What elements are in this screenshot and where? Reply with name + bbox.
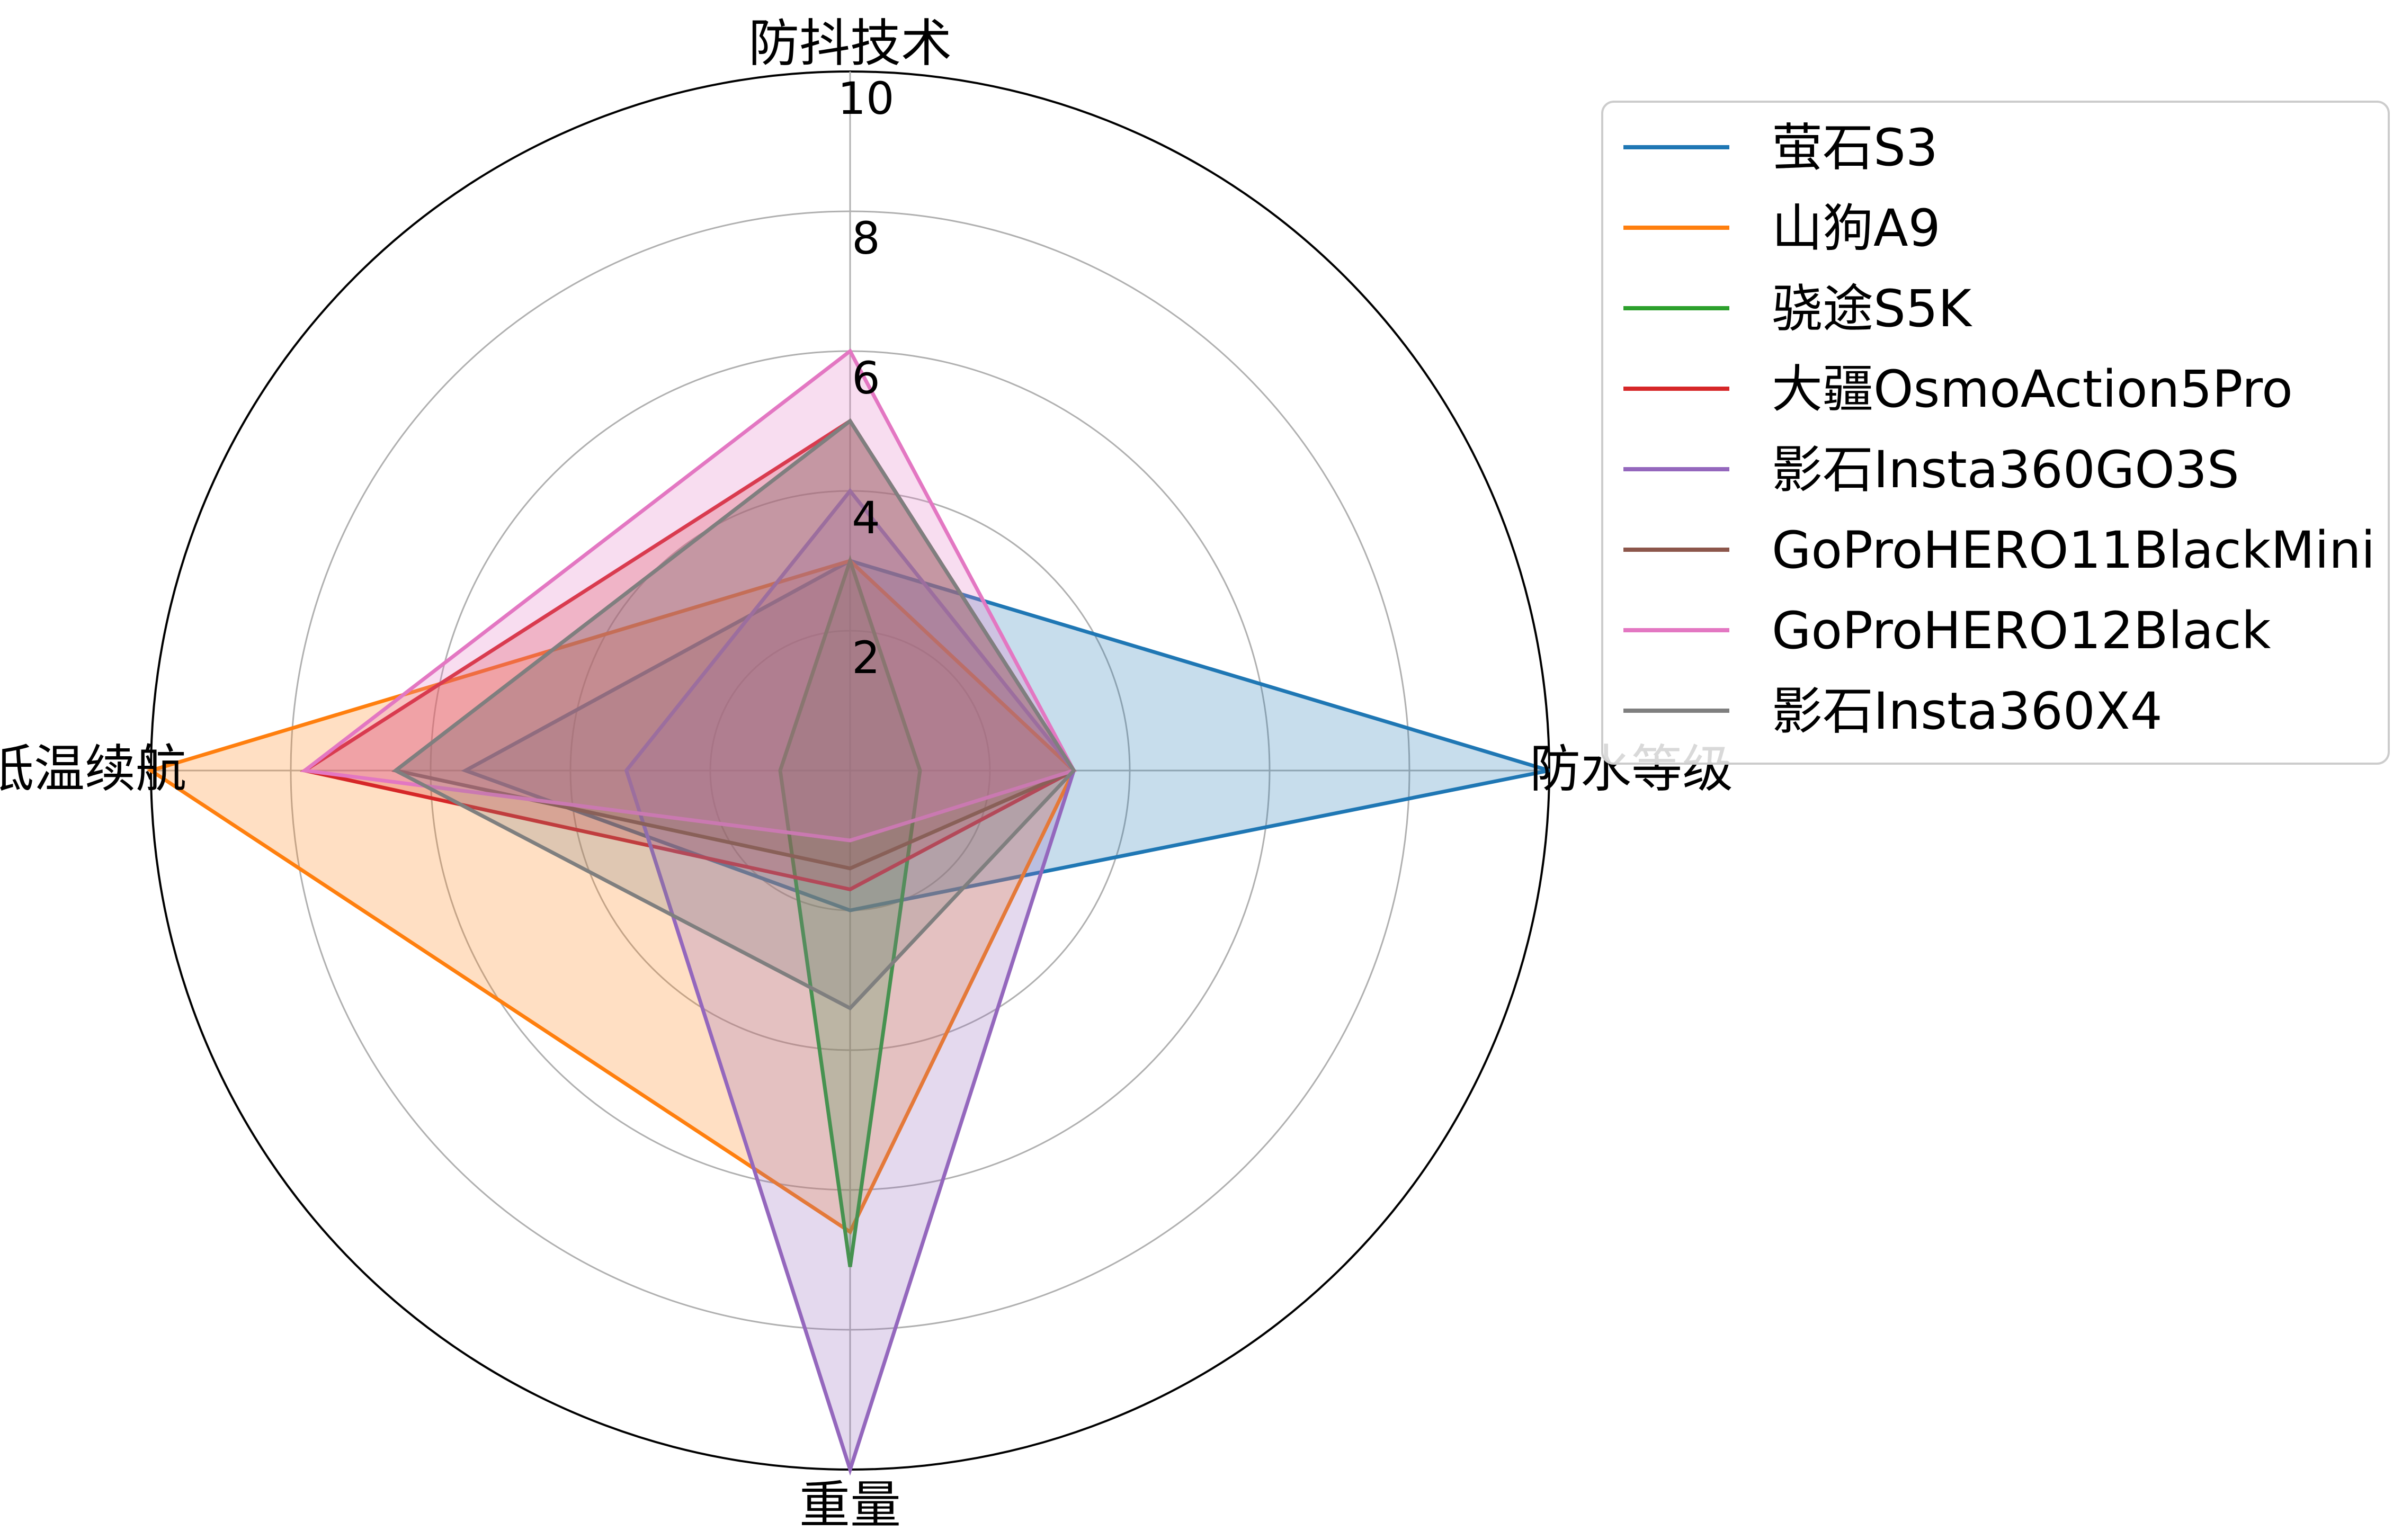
legend-label-2: 骁途S5K: [1772, 279, 1972, 338]
legend-label-6: GoProHERO12Black: [1772, 601, 2271, 660]
legend-frame: [1601, 101, 2390, 765]
series-polygon-2: [778, 554, 922, 1267]
series-polygon-7: [392, 418, 1076, 1011]
axis-label-3: 低温续航: [0, 739, 186, 799]
legend-label-4: 影石Insta360GO3S: [1772, 440, 2239, 499]
legend-label-7: 影石Insta360X4: [1772, 682, 2163, 741]
legend-label-1: 山狗A9: [1772, 199, 1941, 258]
tick-label-6: 6: [852, 352, 880, 404]
series-polygon-0: [461, 559, 1550, 912]
radar-series: [146, 348, 1550, 1476]
legend-label-5: GoProHERO11BlackMini: [1772, 521, 2375, 580]
legend-label-3: 大疆OsmoAction5Pro: [1772, 360, 2293, 419]
tick-label-2: 2: [852, 632, 880, 684]
series-polygon-1: [146, 559, 1076, 1235]
legend: 萤石S3 山狗A9 骁途S5K 大疆OsmoAction5Pro 影石Insta360G…: [1601, 101, 2390, 765]
tick-label-4: 4: [852, 492, 880, 544]
tick-label-8: 8: [852, 212, 880, 264]
legend-label-0: 萤石S3: [1772, 118, 1938, 177]
axis-label-2: 重量: [799, 1475, 901, 1535]
radial-ticks: 2 4 6 8 10: [838, 73, 895, 684]
axis-label-0: 防抖技术: [748, 14, 952, 73]
tick-label-10: 10: [838, 73, 895, 124]
series-polygon-4: [624, 488, 1076, 1476]
